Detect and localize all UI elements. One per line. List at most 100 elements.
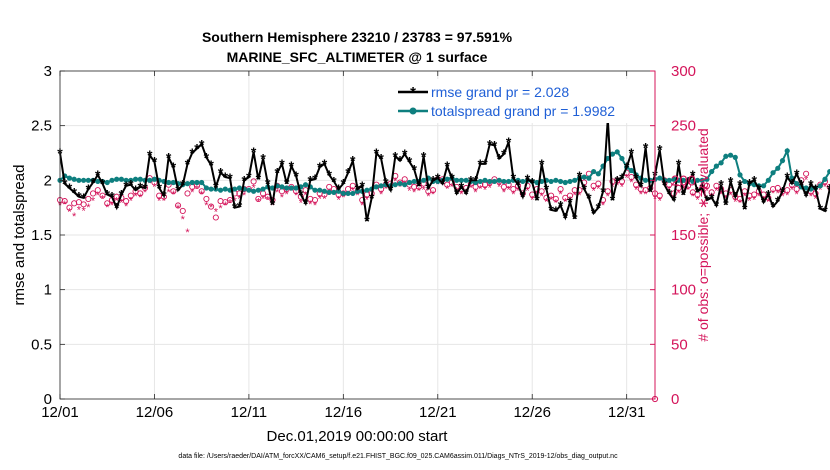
rmse-point: * [591,205,597,221]
obs-evaluated-point: * [251,182,256,194]
rmse-point: * [270,196,276,212]
obs-evaluated-point: * [355,190,360,202]
rmse-point: * [643,140,649,156]
totalspread-point [548,178,554,185]
totalspread-point [128,177,134,183]
obs-evaluated-point: * [790,185,795,197]
totalspread-point [246,187,252,193]
totalspread-point [482,177,488,183]
obs-evaluated-point: * [261,193,266,205]
totalspread-point [397,181,403,187]
rmse-point: * [303,195,309,211]
rmse-point: * [539,156,545,172]
rmse-point: * [383,175,389,191]
obs-evaluated-point: * [766,197,771,209]
rmse-point: * [482,156,488,172]
rmse-point: * [156,180,162,196]
rmse-point: * [128,177,134,193]
rmse-point: * [189,145,195,161]
rmse-point: * [426,180,432,196]
rmse-point: * [751,172,757,188]
totalspread-point [109,177,115,183]
totalspread-point [562,179,568,186]
y2-tick-label: 200 [671,172,696,189]
obs-evaluated-point: * [771,188,776,200]
rmse-point: * [747,176,753,192]
totalspread-point [406,179,413,186]
obs-evaluated-point: * [195,183,200,195]
obs-evaluated-point: * [511,189,516,201]
obs-evaluated-point: * [171,189,176,201]
totalspread-point [699,177,705,183]
chart-title: Southern Hemisphere 23210 / 23783 = 97.5… [202,29,513,45]
x-tick-label: 12/21 [419,404,457,421]
rmse-point: * [614,172,620,188]
totalspread-point [123,177,129,183]
totalspread-point [378,183,384,189]
totalspread-point [694,177,701,183]
rmse-point: * [76,189,82,205]
obs-evaluated-point: * [445,183,450,195]
rmse-point: * [364,213,370,229]
totalspread-point [718,160,724,166]
x-tick-label: 12/26 [513,404,551,421]
obs-evaluated-point: * [119,198,124,210]
obs-evaluated-point: * [360,200,365,212]
obs-evaluated-point: * [747,196,752,208]
obs-possible-point [595,180,602,187]
obs-evaluated-point: * [72,211,77,223]
obs-evaluated-point: * [266,194,271,206]
rmse-point: * [67,180,73,196]
rmse-point: * [284,176,290,192]
totalspread-point [76,177,82,183]
obs-evaluated-point: * [67,206,72,218]
obs-evaluated-point: * [384,183,389,195]
obs-possible-point [208,203,215,210]
obs-evaluated-point: * [322,193,327,205]
totalspread-point [345,190,351,197]
totalspread-point [591,168,597,175]
rmse-point: * [558,197,564,213]
obs-evaluated-point: * [610,181,615,193]
obs-possible-point [170,188,177,195]
obs-evaluated-point: * [549,194,554,206]
rmse-point: * [813,181,819,197]
rmse-point: * [114,200,120,216]
legend-rmse-label: rmse grand pr = 2.028 [431,84,569,100]
rmse-point: * [492,137,498,153]
rmse-point: * [440,176,446,192]
obs-evaluated-point: * [488,182,493,194]
totalspread-point [595,171,601,177]
obs-possible-point [255,195,262,202]
obs-evaluated-point: * [143,187,148,199]
obs-evaluated-point: * [450,181,455,193]
obs-evaluated-point: * [138,192,143,204]
rmse-point: * [397,153,403,169]
obs-evaluated-point: * [148,178,153,190]
totalspread-point [151,176,158,182]
rmse-point: * [204,149,210,165]
obs-possible-point [751,191,758,198]
rmse-point: * [586,190,592,206]
obs-evaluated-point: * [469,182,474,194]
obs-evaluated-point: * [728,190,733,202]
rmse-point: * [624,159,630,175]
obs-evaluated-point: * [105,202,110,214]
obs-evaluated-point: * [63,199,68,211]
rmse-point: * [695,183,701,199]
rmse-point: * [723,196,729,212]
totalspread-point [392,182,398,188]
totalspread-point [331,189,337,195]
legend-box [395,79,649,123]
rmse-point: * [71,184,77,200]
rmse-point: * [822,203,828,219]
obs-possible-point [430,187,437,194]
obs-evaluated-point: * [393,176,398,188]
obs-possible-point [349,182,356,189]
totalspread-point [421,177,427,183]
obs-evaluated-point: * [757,191,762,203]
obs-evaluated-point: * [558,189,563,201]
obs-possible-point [61,198,68,205]
obs-evaluated-point: * [280,192,285,204]
totalspread-point [779,158,786,164]
